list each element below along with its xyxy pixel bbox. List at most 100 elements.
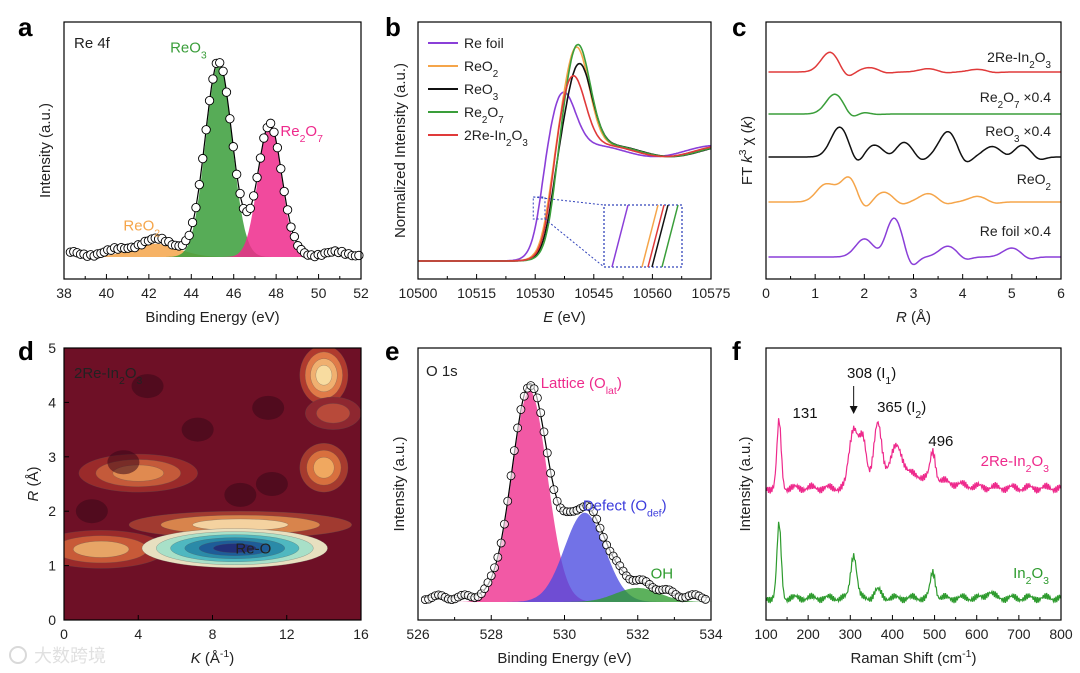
panel-c-xtick-label: 4 [959, 285, 967, 301]
contour-level [73, 540, 130, 558]
panel-e-title: O 1s [426, 363, 458, 380]
panel-a-ylabel: Intensity (a.u.) [37, 103, 54, 198]
data-point [235, 188, 245, 199]
panel-d-ytick-label: 3 [48, 449, 56, 465]
annotation-308: 308 (I1) [847, 365, 896, 387]
legend-label-2Re-In2O3: 2Re-In2O3 [464, 127, 528, 149]
panel-b-ylabel: Normalized Intensity (a.u.) [392, 63, 409, 238]
data-point [542, 448, 552, 458]
heatmap-minimum [255, 472, 288, 496]
data-point [221, 87, 232, 97]
panel-f-xtick-label: 200 [796, 626, 820, 642]
data-point [265, 118, 276, 128]
panel-a-xtick-label: 48 [268, 285, 284, 301]
data-point [354, 250, 364, 261]
data-point [519, 391, 529, 401]
data-point [204, 95, 215, 106]
data-point [215, 58, 225, 68]
data-point [701, 594, 710, 604]
legend-label-Re2O7: Re2O7 [464, 104, 504, 126]
inset-line-Re2O7 [661, 204, 679, 268]
heatmap-minimum [224, 482, 257, 507]
inset-line-2Re-In2O3 [647, 204, 665, 268]
peak-fill-Lattice (Olat) [459, 390, 601, 602]
data-point [252, 172, 262, 183]
data-point [208, 74, 218, 84]
series-line-Re2O7 ×0.4 [768, 93, 1061, 117]
zoom-inset [603, 204, 683, 268]
data-point [218, 66, 228, 76]
data-point [506, 471, 516, 481]
peak-fill-Defect (Odef) [504, 512, 666, 602]
panel-e-xtick-label: 528 [480, 626, 504, 642]
panel-b-xtick-label: 10515 [457, 285, 496, 301]
data-point [259, 133, 269, 143]
data-point [232, 169, 242, 179]
panel-a-xtick-label: 44 [183, 285, 199, 301]
data-point [191, 202, 201, 213]
annotation-365: 365 (I2) [877, 399, 926, 421]
legend-label-ReO3: ReO3 [464, 81, 499, 103]
data-point [500, 519, 509, 529]
panel-f-xlabel: Raman Shift (cm-1) [850, 648, 976, 667]
data-point [490, 563, 499, 573]
panel-letter-a: a [18, 12, 33, 42]
panel-d-ylabel: R (Å) [25, 466, 42, 501]
panel-d-xtick-label: 16 [353, 626, 369, 642]
series-line-In2O3 [765, 521, 1062, 604]
heatmap-minimum [75, 499, 108, 524]
legend-label-Re foil: Re foil [464, 35, 504, 51]
panel-d-ytick-label: 4 [48, 394, 56, 410]
panel-c-xtick-label: 2 [860, 285, 868, 301]
data-point [536, 408, 546, 418]
panel-letter-e: e [385, 336, 399, 366]
series-line-2Re-In2O3 [768, 51, 1061, 77]
panel-c-xtick-label: 1 [811, 285, 819, 301]
series-line-2Re-In2O3 [418, 74, 712, 262]
panel-f-xtick-label: 800 [1049, 626, 1073, 642]
panel-f-xtick-label: 600 [965, 626, 989, 642]
heatmap-minimum [107, 450, 140, 475]
panel-e-xlabel: Binding Energy (eV) [497, 650, 631, 667]
contour-level [316, 403, 351, 424]
data-point [595, 523, 605, 533]
panel-letter-d: d [18, 336, 34, 366]
data-point [503, 496, 513, 506]
panel-d-xtick-label: 0 [60, 626, 68, 642]
panel-c-xlabel: R (Å) [896, 309, 931, 326]
series-label-ReO3 ×0.4: ReO3 ×0.4 [985, 123, 1051, 145]
panel-e-xtick-label: 530 [553, 626, 577, 642]
data-point [539, 427, 549, 437]
panel-a-xtick-label: 38 [56, 285, 72, 301]
panel-e-ylabel: Intensity (a.u.) [391, 436, 408, 531]
panel-a-xtick-label: 42 [141, 285, 157, 301]
peak-label-oh: OH [651, 566, 674, 583]
data-point [529, 384, 539, 394]
panel-a-xlabel: Binding Energy (eV) [145, 309, 279, 326]
panel-e-xtick-label: 526 [406, 626, 430, 642]
series-label-Re foil ×0.4: Re foil ×0.4 [980, 223, 1051, 239]
panel-a-xtick-label: 52 [353, 285, 369, 301]
panel-b-xtick-label: 10530 [516, 285, 555, 301]
series-line-ReO3 ×0.4 [768, 126, 1061, 163]
series-label-2Re-In2O3: 2Re-In2O3 [987, 49, 1051, 71]
panel-c-xtick-label: 6 [1057, 285, 1065, 301]
heatmap-minimum [181, 417, 214, 442]
panel-d-xtick-label: 4 [134, 626, 142, 642]
panel-d-ytick-label: 1 [48, 558, 56, 574]
panel-f-xtick-label: 500 [923, 626, 947, 642]
data-point [272, 143, 283, 153]
series-line-ReO2 [768, 176, 1061, 207]
annotation-131: 131 [793, 405, 818, 422]
data-point [269, 127, 279, 137]
peak-label-lattice: Lattice (Olat) [541, 375, 622, 397]
panel-d-annotation-re-o: Re-O [235, 541, 271, 558]
panel-f-xtick-label: 100 [754, 626, 778, 642]
data-point [516, 405, 526, 414]
series-label-In2O3: In2O3 [1013, 565, 1049, 587]
series-label-ReO2: ReO2 [1017, 171, 1051, 193]
data-point [276, 164, 286, 174]
data-point [496, 538, 506, 548]
data-point [549, 485, 559, 495]
